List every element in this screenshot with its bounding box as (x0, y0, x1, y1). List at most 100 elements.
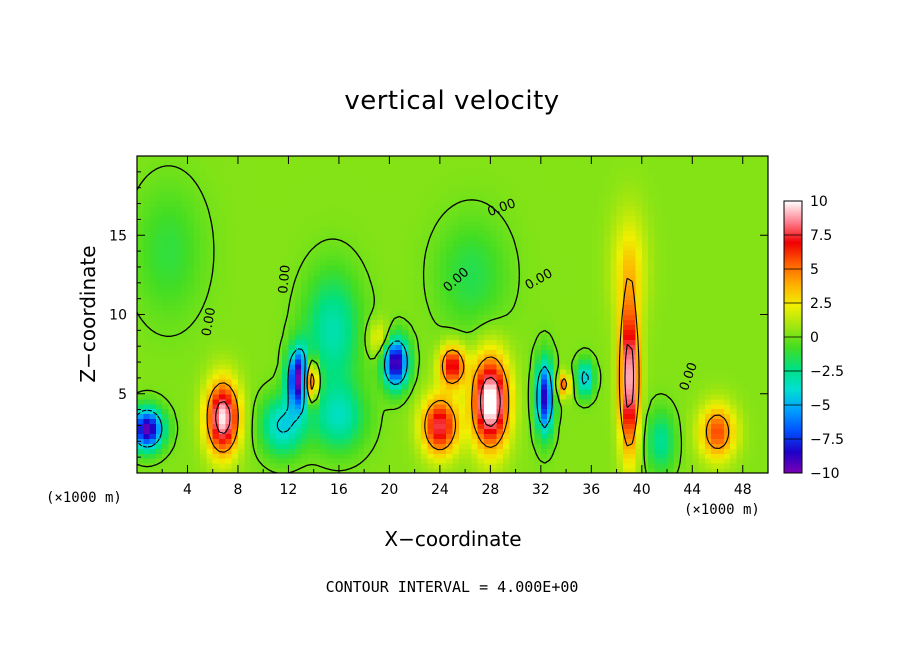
heatmap-cell (383, 279, 390, 286)
heatmap-cell (301, 225, 308, 231)
heatmap-cell (408, 235, 416, 241)
heatmap-cell (667, 364, 674, 370)
heatmap-cell (395, 433, 403, 439)
heatmap-cell (212, 428, 220, 434)
heatmap-cell (736, 443, 744, 449)
heatmap-cell (490, 240, 498, 246)
heatmap-cell (540, 250, 548, 256)
heatmap-cell (471, 309, 479, 316)
heatmap-cell (414, 264, 422, 271)
heatmap-cell (547, 423, 555, 430)
heatmap-cell (313, 448, 321, 454)
heatmap-cell (641, 319, 649, 325)
heatmap-cell (294, 463, 302, 469)
heatmap-cell (370, 364, 378, 370)
heatmap-cell (332, 319, 340, 325)
heatmap-cell (704, 354, 712, 360)
heatmap-cell (326, 453, 334, 459)
heatmap-cell (263, 260, 271, 266)
heatmap-cell (174, 250, 182, 256)
heatmap-cell (667, 230, 674, 236)
heatmap-cell (477, 230, 485, 236)
heatmap-cell (736, 230, 744, 236)
heatmap-cell (433, 329, 441, 335)
heatmap-cell (591, 289, 599, 296)
heatmap-cell (389, 458, 397, 464)
heatmap-cell (629, 225, 637, 231)
heatmap-cell (477, 373, 485, 380)
heatmap-cell (679, 438, 687, 444)
heatmap-cell (534, 284, 542, 291)
heatmap-cell (471, 260, 479, 266)
heatmap-cell (597, 463, 605, 469)
heatmap-cell (370, 359, 378, 365)
heatmap-cell (717, 458, 725, 464)
heatmap-cell (307, 314, 315, 321)
heatmap-cell (326, 344, 334, 350)
heatmap-cell (566, 418, 573, 425)
heatmap-cell (585, 359, 592, 365)
heatmap-cell (162, 240, 170, 246)
heatmap-cell (282, 468, 290, 473)
heatmap-cell (345, 284, 353, 291)
heatmap-cell (629, 240, 637, 246)
heatmap-cell (566, 309, 573, 316)
heatmap-cell (408, 274, 416, 281)
heatmap-cell (610, 393, 618, 400)
heatmap-cell (685, 240, 693, 246)
heatmap-cell (395, 344, 403, 350)
heatmap-cell (319, 383, 327, 390)
heatmap-cell (219, 458, 226, 464)
heatmap-cell (338, 448, 346, 454)
heatmap-cell (742, 319, 750, 325)
heatmap-cell (288, 250, 296, 256)
heatmap-cell (761, 274, 768, 281)
heatmap-cell (704, 319, 712, 325)
heatmap-cell (660, 403, 668, 410)
heatmap-cell (250, 250, 258, 256)
heatmap-cell (603, 383, 611, 390)
heatmap-cell (673, 443, 681, 449)
heatmap-cell (250, 428, 258, 434)
heatmap-cell (408, 398, 416, 405)
heatmap-cell (168, 458, 176, 464)
heatmap-cell (458, 393, 466, 400)
heatmap-cell (730, 245, 738, 251)
heatmap-cell (282, 299, 290, 306)
heatmap-cell (155, 413, 163, 420)
heatmap-cell (288, 388, 296, 395)
heatmap-cell (730, 294, 738, 301)
heatmap-cell (439, 413, 447, 420)
heatmap-cell (307, 299, 315, 306)
heatmap-cell (490, 354, 498, 360)
heatmap-cell (370, 230, 378, 236)
heatmap-cell (711, 240, 719, 246)
heatmap-cell (521, 344, 529, 350)
heatmap-cell (174, 368, 182, 375)
heatmap-cell (458, 319, 466, 325)
heatmap-cell (162, 309, 170, 316)
heatmap-cell (364, 378, 372, 385)
heatmap-cell (256, 383, 264, 390)
heatmap-cell (137, 393, 144, 400)
heatmap-cell (591, 279, 599, 286)
heatmap-cell (155, 408, 163, 415)
heatmap-cell (433, 393, 441, 400)
heatmap-cell (673, 413, 681, 420)
heatmap-cell (319, 274, 327, 281)
heatmap-cell (181, 294, 189, 301)
heatmap-cell (364, 433, 372, 439)
heatmap-cell (578, 339, 586, 345)
heatmap-cell (641, 289, 649, 296)
heatmap-cell (591, 403, 599, 410)
heatmap-cell (698, 324, 706, 330)
heatmap-cell (301, 319, 308, 325)
heatmap-cell (742, 354, 750, 360)
heatmap-cell (603, 269, 611, 276)
heatmap-cell (263, 279, 271, 286)
heatmap-cell (692, 453, 700, 459)
heatmap-cell (275, 289, 283, 296)
heatmap-cell (376, 438, 384, 444)
heatmap-cell (250, 368, 258, 375)
heatmap-cell (502, 339, 510, 345)
